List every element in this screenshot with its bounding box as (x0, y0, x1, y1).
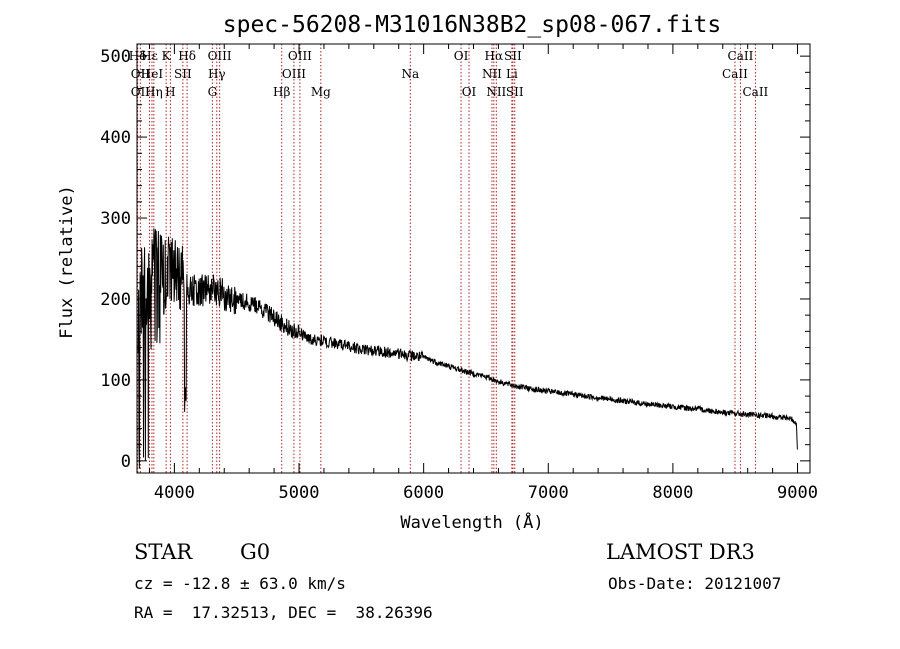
spectral-line-label: OIII (208, 49, 232, 63)
spectral-line-label: OII (131, 67, 151, 81)
spectral-line-label: OII (131, 85, 151, 99)
spectral-line-label: SII (504, 49, 522, 63)
spectral-line-label: CaII (742, 85, 768, 99)
object-class: STAR (134, 540, 193, 564)
survey-name: LAMOST DR3 (606, 540, 755, 564)
spectral-line-label: Li (506, 67, 518, 81)
spectral-line-label: NII (486, 85, 506, 99)
x-axis-label: Wavelength (Å) (400, 511, 543, 533)
spectral-line-label: Na (401, 67, 419, 81)
spectral-line-label: OI (454, 49, 469, 63)
spectral-line-label: H (165, 85, 175, 99)
y-tick-label: 500 (100, 47, 131, 67)
x-tick-label: 9000 (777, 483, 818, 503)
y-tick-label: 300 (100, 209, 131, 229)
spectrum-line (137, 228, 798, 469)
spectral-line-label: Hη (145, 85, 163, 99)
spectral-line-label: SII (506, 85, 524, 99)
spectral-line-label: OIII (288, 49, 312, 63)
y-axis-label: Flux (relative) (57, 185, 77, 339)
obs-date: Obs-Date: 20121007 (608, 574, 782, 593)
subclass: G0 (240, 540, 271, 564)
spectral-line-label: K (162, 49, 172, 63)
spectral-line-label: Hδ (178, 49, 196, 63)
y-tick-label: 100 (100, 371, 131, 391)
spectral-line-label: CaII (728, 49, 754, 63)
chart-title: spec-56208-M31016N38B2_sp08-067.fits (223, 12, 722, 38)
spectral-line-label: HeI (141, 67, 164, 81)
spectral-line-label: CaII (722, 67, 748, 81)
y-tick-label: 200 (100, 290, 131, 310)
spectral-line-label: G (208, 85, 218, 99)
y-tick-label: 0 (121, 452, 131, 472)
spectral-line-label: NII (482, 67, 502, 81)
x-tick-label: 5000 (279, 483, 320, 503)
y-tick-label: 400 (100, 128, 131, 148)
x-tick-label: 7000 (528, 483, 569, 503)
spectral-line-label: Hε (141, 49, 158, 63)
x-tick-label: 6000 (403, 483, 444, 503)
redshift-text: cz = -12.8 ± 63.0 km/s (134, 574, 346, 593)
spectral-line-label: Mg (311, 85, 331, 99)
coordinates: RA = 17.32513, DEC = 38.26396 (134, 603, 433, 622)
spectral-line-label: OI (462, 85, 477, 99)
spectral-line-label: Hγ (208, 67, 226, 81)
x-tick-label: 4000 (154, 483, 195, 503)
spectral-line-label: OIII (282, 67, 306, 81)
x-tick-label: 8000 (652, 483, 693, 503)
spectral-line-label: Hα (485, 49, 504, 63)
spectral-line-label: Hβ (273, 85, 290, 99)
spectral-line-label: SII (174, 67, 192, 81)
